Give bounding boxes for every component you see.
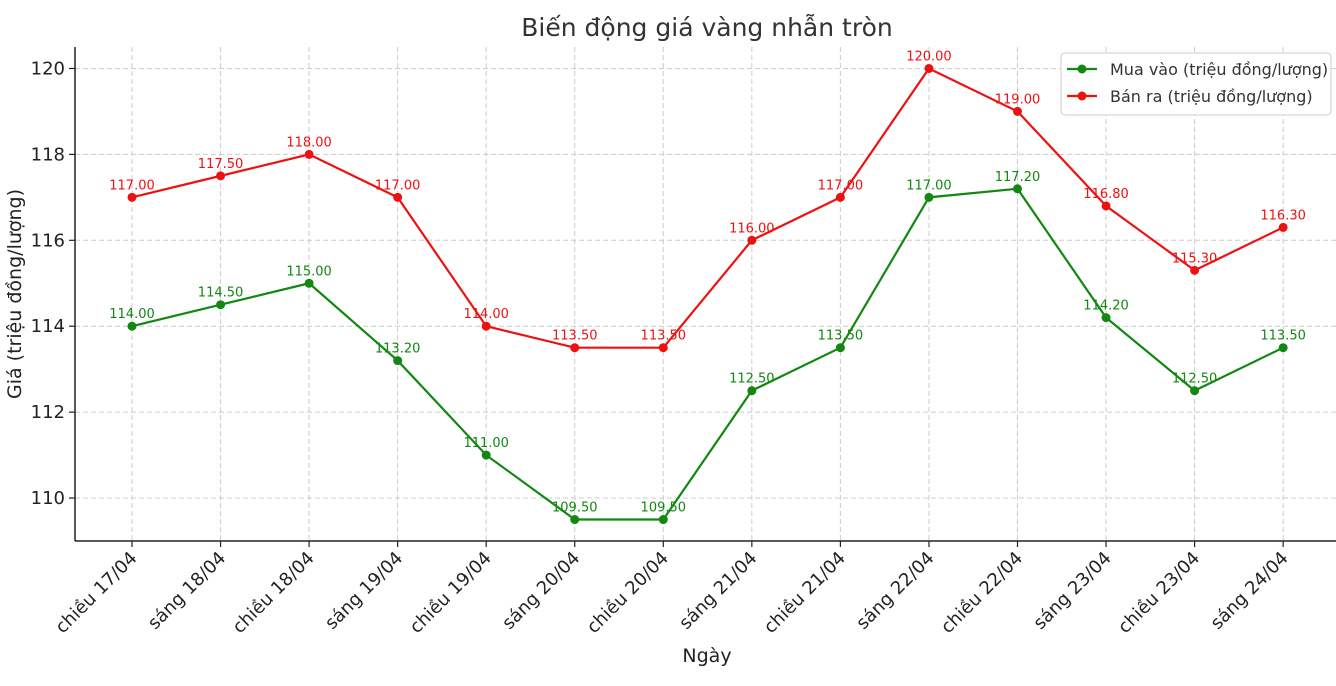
- data-label: 115.30: [1172, 251, 1218, 266]
- axes: [74, 47, 1336, 542]
- data-point: [393, 356, 403, 366]
- data-point: [127, 321, 137, 331]
- legend-marker-sell: [1077, 91, 1087, 101]
- data-point: [570, 515, 580, 525]
- x-tick-label: sáng 22/04: [852, 548, 938, 634]
- data-point: [304, 278, 314, 288]
- data-label: 113.50: [818, 329, 864, 344]
- series-line: [131, 187, 1284, 521]
- data-point: [658, 515, 668, 525]
- x-axis-label: Ngày: [682, 645, 731, 667]
- data-label: 114.20: [1083, 299, 1129, 314]
- x-tick-label: sáng 20/04: [498, 548, 584, 634]
- data-point: [1278, 222, 1288, 232]
- data-label: 113.50: [641, 329, 687, 344]
- x-tick-label: sáng 19/04: [321, 548, 407, 634]
- y-axis-label: Giá (triệu đồng/lượng): [4, 189, 26, 399]
- data-label: 117.00: [818, 178, 864, 193]
- data-point: [747, 386, 757, 396]
- data-label: 117.00: [375, 178, 421, 193]
- data-point: [481, 321, 491, 331]
- x-tick-label: sáng 21/04: [675, 548, 761, 634]
- data-point: [1278, 343, 1288, 353]
- data-point: [835, 192, 845, 202]
- data-point: [1013, 184, 1022, 194]
- data-point: [1013, 106, 1022, 116]
- data-point: [216, 171, 226, 181]
- legend-label-sell: Bán ra (triệu đồng/lượng): [1110, 87, 1313, 106]
- y-tick-label: 120: [31, 58, 65, 79]
- data-point: [1101, 313, 1111, 323]
- data-label: 116.00: [729, 221, 775, 236]
- series-1: 117.00 117.50 118.00 117.00 114.00 113.50 113.…: [109, 49, 1306, 353]
- data-point: [304, 149, 314, 159]
- data-point: [1190, 386, 1200, 396]
- x-tick-label: sáng 23/04: [1029, 548, 1115, 634]
- data-point: [924, 63, 934, 73]
- x-tick-label: chiều 17/04: [51, 548, 141, 638]
- legend-box: [1060, 52, 1332, 116]
- x-tick-label: chiều 20/04: [583, 548, 673, 638]
- y-tick-labels: 110 112 114 116 118 120: [31, 58, 75, 509]
- data-label: 111.00: [463, 436, 509, 451]
- y-tick-label: 114: [31, 316, 65, 337]
- data-label: 113.50: [552, 329, 598, 344]
- data-label: 112.50: [729, 372, 775, 387]
- data-label: 115.00: [286, 264, 332, 279]
- data-label: 116.80: [1083, 187, 1129, 202]
- legend-label-buy: Mua vào (triệu đồng/lượng): [1110, 60, 1328, 79]
- x-tick-label: sáng 24/04: [1207, 548, 1293, 634]
- data-label: 112.50: [1172, 372, 1218, 387]
- series-line: [131, 67, 1284, 349]
- series: 114.00 114.50 115.00 113.20 111.00 109.50 109.…: [109, 49, 1306, 525]
- data-label: 114.00: [109, 307, 155, 322]
- x-tick-label: chiều 18/04: [229, 548, 319, 638]
- data-point: [658, 343, 668, 353]
- data-label: 119.00: [995, 92, 1041, 107]
- x-tick-label: chiều 23/04: [1114, 548, 1204, 638]
- x-tick-label: chiều 22/04: [937, 548, 1027, 638]
- data-label: 117.00: [109, 178, 155, 193]
- data-point: [835, 343, 845, 353]
- chart-title: Biến động giá vàng nhẫn tròn: [521, 13, 892, 42]
- data-label: 109.50: [552, 501, 598, 516]
- legend-marker-buy: [1077, 64, 1087, 74]
- x-tick-label: chiều 21/04: [760, 548, 850, 638]
- data-point: [924, 192, 934, 202]
- data-label: 116.30: [1260, 208, 1306, 223]
- data-label: 120.00: [906, 49, 952, 64]
- data-label: 117.50: [198, 157, 244, 172]
- x-tick-label: chiều 19/04: [406, 548, 496, 638]
- data-label: 118.00: [286, 135, 332, 150]
- data-point: [570, 343, 580, 353]
- legend: Mua vào (triệu đồng/lượng) Bán ra (triệu…: [1060, 52, 1332, 116]
- data-point: [747, 235, 757, 245]
- data-label: 117.00: [906, 178, 952, 193]
- data-point: [1101, 201, 1111, 211]
- y-tick-label: 116: [31, 230, 65, 251]
- data-label: 109.50: [641, 501, 687, 516]
- y-tick-label: 112: [31, 402, 65, 423]
- x-tick-label: sáng 18/04: [144, 548, 230, 634]
- data-label: 114.00: [463, 307, 509, 322]
- data-point: [216, 300, 226, 310]
- data-label: 114.50: [198, 286, 244, 301]
- data-label: 113.20: [375, 342, 421, 357]
- y-tick-label: 118: [31, 144, 65, 165]
- series-0: 114.00 114.50 115.00 113.20 111.00 109.50 109.…: [109, 170, 1306, 525]
- data-point: [393, 192, 403, 202]
- y-tick-label: 110: [31, 488, 65, 509]
- data-point: [1190, 265, 1200, 275]
- data-point: [127, 192, 137, 202]
- data-label: 117.20: [995, 170, 1041, 185]
- data-point: [481, 450, 491, 460]
- data-label: 113.50: [1260, 329, 1306, 344]
